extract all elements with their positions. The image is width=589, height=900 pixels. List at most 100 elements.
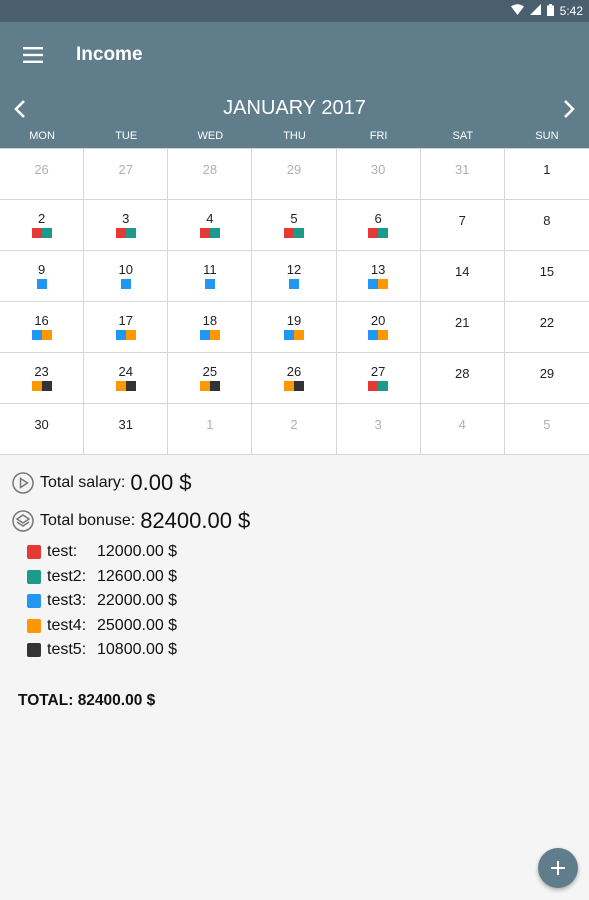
calendar-day-cell[interactable]: 11 bbox=[168, 251, 253, 302]
calendar-day-cell[interactable]: 3 bbox=[336, 404, 421, 455]
income-markers bbox=[199, 381, 220, 391]
calendar-day-cell[interactable]: 30 bbox=[336, 149, 421, 200]
calendar-day-cell[interactable]: 2 bbox=[252, 404, 337, 455]
hamburger-menu-icon[interactable] bbox=[0, 22, 66, 88]
calendar-day-cell[interactable]: 28 bbox=[420, 353, 505, 404]
income-markers bbox=[368, 279, 389, 289]
gift-circle-icon bbox=[12, 510, 34, 532]
calendar-day-cell[interactable]: 23 bbox=[0, 353, 85, 404]
calendar-day-cell[interactable]: 16 bbox=[0, 302, 85, 353]
calendar-day-cell[interactable]: 6 bbox=[336, 200, 421, 251]
calendar-day-cell[interactable]: 29 bbox=[252, 149, 337, 200]
add-income-button[interactable] bbox=[538, 848, 578, 888]
page-title: Income bbox=[76, 44, 143, 65]
calendar-day-cell[interactable]: 26 bbox=[252, 353, 337, 404]
chevron-left-icon[interactable] bbox=[6, 96, 34, 122]
income-markers bbox=[36, 279, 47, 289]
month-header: JANUARY 2017 MON TUE WED THU FRI SAT SUN bbox=[0, 88, 589, 148]
calendar-day-cell[interactable]: 1 bbox=[504, 149, 589, 200]
day-number: 22 bbox=[539, 315, 555, 330]
calendar-day-cell[interactable]: 9 bbox=[0, 251, 85, 302]
income-markers bbox=[199, 330, 220, 340]
income-markers bbox=[115, 381, 136, 391]
calendar-day-cell[interactable]: 27 bbox=[336, 353, 421, 404]
battery-icon bbox=[546, 3, 554, 19]
calendar-day-cell[interactable]: 2 bbox=[0, 200, 85, 251]
day-number: 16 bbox=[34, 313, 49, 328]
calendar-day-cell[interactable]: 5 bbox=[252, 200, 337, 251]
chevron-right-icon[interactable] bbox=[555, 96, 583, 122]
calendar-day-cell[interactable]: 15 bbox=[504, 251, 589, 302]
income-marker-test5 bbox=[41, 381, 52, 391]
income-markers bbox=[31, 381, 52, 391]
calendar-day-cell[interactable]: 17 bbox=[84, 302, 169, 353]
day-number: 26 bbox=[34, 162, 49, 177]
income-marker-test3 bbox=[36, 279, 47, 289]
calendar-day-cell[interactable]: 27 bbox=[84, 149, 169, 200]
calendar-day-cell[interactable]: 1 bbox=[168, 404, 253, 455]
legend-name: test5: bbox=[47, 641, 87, 659]
income-marker-test4 bbox=[378, 330, 389, 340]
calendar-day-cell[interactable]: 22 bbox=[504, 302, 589, 353]
calendar-day-cell[interactable]: 26 bbox=[0, 149, 85, 200]
income-marker-test4 bbox=[31, 381, 42, 391]
legend-amount: 10800.00 $ bbox=[97, 641, 178, 659]
legend-name: test3: bbox=[47, 592, 87, 610]
salary-value: 0.00 $ bbox=[130, 470, 192, 495]
day-number: 8 bbox=[543, 213, 551, 228]
calendar-day-cell[interactable]: 7 bbox=[420, 200, 505, 251]
income-marker-test bbox=[368, 381, 379, 391]
calendar-day-cell[interactable]: 19 bbox=[252, 302, 337, 353]
calendar-day-cell[interactable]: 4 bbox=[168, 200, 253, 251]
color-swatch bbox=[27, 618, 41, 633]
calendar-day-cell[interactable]: 31 bbox=[84, 404, 169, 455]
calendar-day-cell[interactable]: 13 bbox=[336, 251, 421, 302]
calendar-day-cell[interactable]: 29 bbox=[504, 353, 589, 404]
day-number: 14 bbox=[455, 264, 470, 279]
color-swatch bbox=[27, 594, 41, 609]
income-marker-test4 bbox=[41, 330, 52, 340]
status-bar: 5:42 bbox=[0, 0, 589, 22]
calendar-day-cell[interactable]: 30 bbox=[0, 404, 85, 455]
day-number: 4 bbox=[206, 211, 214, 226]
legend-item: test5: 10800.00 $ bbox=[27, 638, 589, 663]
calendar-day-cell[interactable]: 10 bbox=[84, 251, 169, 302]
calendar-day-cell[interactable]: 25 bbox=[168, 353, 253, 404]
income-marker-test4 bbox=[115, 381, 126, 391]
calendar-day-cell[interactable]: 12 bbox=[252, 251, 337, 302]
day-number: 24 bbox=[118, 364, 133, 379]
income-markers bbox=[283, 381, 304, 391]
income-markers bbox=[283, 228, 304, 238]
calendar-day-cell[interactable]: 8 bbox=[504, 200, 589, 251]
day-number: 6 bbox=[374, 211, 382, 226]
calendar-day-cell[interactable]: 20 bbox=[336, 302, 421, 353]
day-number: 30 bbox=[370, 162, 386, 177]
day-number: 31 bbox=[118, 417, 133, 432]
calendar-grid: 26 27 28 29 30 31 1 2 3 4 5 6 7 8 9 10 11 12 13 14 15 16 17 18 1… bbox=[0, 148, 589, 455]
day-number: 11 bbox=[203, 262, 217, 277]
calendar-day-cell[interactable]: 28 bbox=[168, 149, 253, 200]
calendar-day-cell[interactable]: 5 bbox=[504, 404, 589, 455]
calendar-day-cell[interactable]: 18 bbox=[168, 302, 253, 353]
income-marker-test bbox=[115, 228, 126, 238]
income-markers bbox=[204, 279, 215, 289]
color-swatch bbox=[27, 643, 41, 658]
calendar-day-cell[interactable]: 14 bbox=[420, 251, 505, 302]
income-marker-test4 bbox=[293, 330, 304, 340]
calendar-day-cell[interactable]: 31 bbox=[420, 149, 505, 200]
weekday-label: FRI bbox=[369, 130, 388, 142]
income-markers bbox=[31, 228, 52, 238]
income-markers bbox=[368, 228, 389, 238]
calendar-day-cell[interactable]: 3 bbox=[84, 200, 169, 251]
calendar-day-cell[interactable]: 4 bbox=[420, 404, 505, 455]
day-number: 5 bbox=[543, 417, 551, 432]
income-marker-test2 bbox=[209, 228, 220, 238]
day-number: 12 bbox=[286, 262, 302, 277]
color-swatch bbox=[27, 545, 41, 560]
income-marker-test2 bbox=[378, 228, 389, 238]
income-markers bbox=[368, 381, 389, 391]
income-marker-test4 bbox=[125, 330, 136, 340]
income-marker-test5 bbox=[209, 381, 220, 391]
calendar-day-cell[interactable]: 21 bbox=[420, 302, 505, 353]
calendar-day-cell[interactable]: 24 bbox=[84, 353, 169, 404]
